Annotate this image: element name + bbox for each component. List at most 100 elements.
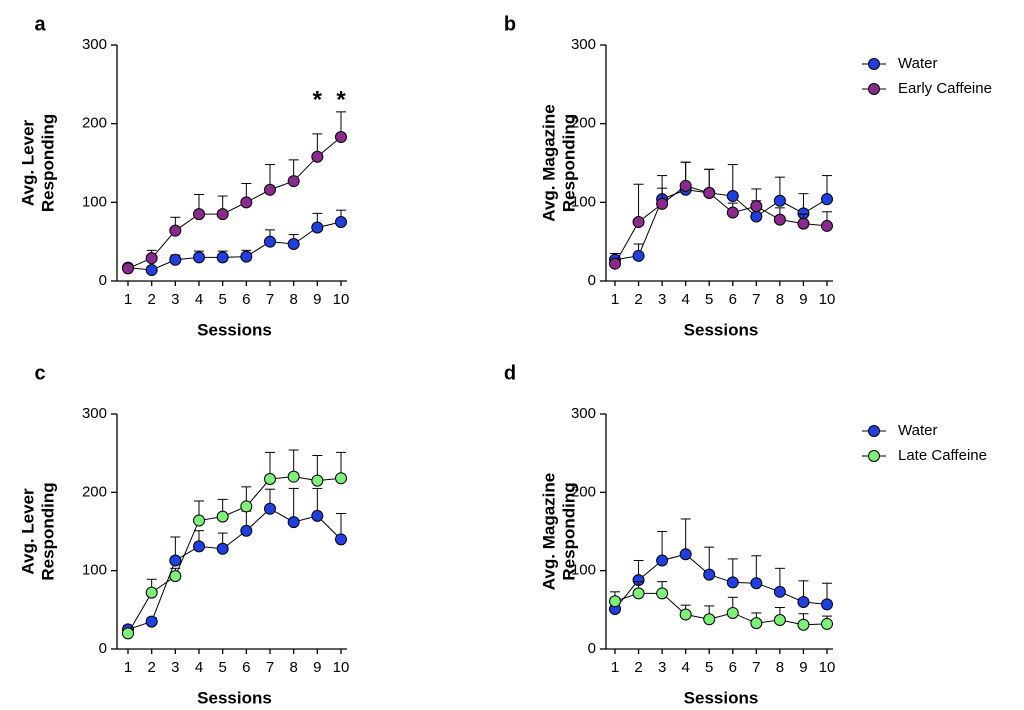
x-tick-label: 4: [681, 291, 689, 308]
x-tick-label: 9: [313, 659, 321, 676]
data-point: [679, 608, 692, 621]
data-point: [797, 217, 810, 230]
data-point: [264, 183, 276, 196]
panel-letter: b: [504, 13, 516, 35]
data-point: [240, 196, 253, 209]
y-axis-title-line: Responding: [559, 114, 578, 212]
data-point: [287, 175, 300, 188]
data-point: [703, 568, 716, 581]
x-tick-label: 7: [752, 659, 760, 676]
legend-label: Late Caffeine: [898, 447, 987, 464]
x-tick-label: 9: [313, 291, 321, 308]
series-late-caffeine: [609, 581, 833, 631]
data-point: [145, 586, 158, 599]
y-tick-label: 0: [99, 272, 107, 289]
data-point: [726, 606, 739, 619]
panel-d: d 0 100 200 300 1 2 3 4 5 6 7 8 9 10 Sessions Avg. Magaz…: [504, 362, 987, 707]
y-axis-title-line: Avg. Magazine: [539, 473, 558, 590]
y-tick-label: 300: [571, 405, 596, 422]
x-tick-label: 8: [776, 291, 784, 308]
x-tick-label: 8: [289, 659, 297, 676]
data-point: [193, 514, 205, 527]
x-axis-title: Sessions: [684, 688, 759, 707]
data-point: [240, 250, 253, 263]
x-tick-label: 1: [124, 659, 132, 676]
data-point: [122, 627, 134, 640]
x-axis-title: Sessions: [197, 688, 272, 707]
legend-label: Water: [898, 55, 937, 72]
y-tick-label: 0: [588, 640, 596, 657]
data-point: [122, 262, 134, 275]
data-point: [216, 251, 229, 264]
x-axis-title: Sessions: [684, 320, 759, 339]
data-point: [264, 473, 276, 486]
data-point: [169, 253, 182, 266]
data-point: [216, 542, 229, 555]
y-tick-label: 100: [571, 193, 596, 210]
data-point: [169, 554, 182, 567]
legend-marker: [868, 450, 880, 462]
data-point: [821, 617, 833, 630]
x-tick-label: 3: [658, 291, 666, 308]
series-line: [127, 508, 342, 630]
x-tick-label: 10: [819, 659, 836, 676]
data-point: [632, 216, 645, 228]
x-tick-label: 5: [705, 291, 713, 308]
series-line: [614, 553, 828, 610]
panel-letter: a: [34, 13, 46, 35]
legend: Water Late Caffeine: [862, 422, 987, 464]
series-water: [122, 209, 347, 276]
data-point: [703, 613, 716, 626]
data-point: [216, 510, 229, 523]
data-point: [703, 186, 716, 199]
panel-letter: c: [34, 362, 45, 384]
data-point: [750, 210, 763, 223]
data-point: [311, 474, 324, 487]
data-point: [145, 263, 158, 276]
x-tick-label: 4: [195, 659, 203, 676]
x-tick-label: 5: [218, 659, 226, 676]
x-tick-label: 10: [333, 659, 350, 676]
data-point: [311, 150, 324, 163]
y-tick-label: 300: [82, 36, 107, 53]
data-point: [679, 548, 692, 561]
data-point: [726, 206, 739, 219]
data-point: [193, 540, 205, 553]
panel-letter: d: [504, 362, 516, 384]
y-tick-label: 300: [571, 36, 596, 53]
data-point: [311, 221, 324, 234]
y-tick-label: 0: [588, 272, 596, 289]
x-tick-label: 8: [289, 291, 297, 308]
x-tick-label: 3: [171, 291, 179, 308]
x-tick-label: 3: [658, 659, 666, 676]
data-point: [145, 615, 158, 628]
data-point: [287, 470, 300, 483]
legend-label: Early Caffeine: [898, 80, 992, 97]
data-point: [726, 190, 739, 203]
data-point: [773, 614, 786, 627]
y-tick-label: 100: [571, 562, 596, 579]
data-point: [264, 235, 276, 248]
data-point: [240, 524, 253, 537]
series-line: [127, 221, 342, 271]
series-line: [127, 136, 342, 269]
y-axis-title-line: Avg. Lever: [18, 119, 37, 206]
y-axis-title-line: Responding: [38, 114, 57, 212]
series-water: [609, 518, 833, 616]
data-point: [335, 533, 347, 546]
series-early-caffeine: [609, 161, 833, 270]
data-point: [216, 208, 229, 221]
y-tick-label: 0: [99, 640, 107, 657]
data-point: [679, 179, 692, 192]
y-axis-title-line: Avg. Magazine: [539, 104, 558, 221]
x-tick-label: 9: [799, 291, 807, 308]
data-point: [773, 213, 786, 226]
panel-c: c 0 100 200 300 1 2 3 4 5 6 7 8 9 10 Sessions Avg. Lever…: [18, 362, 349, 707]
x-tick-label: 5: [218, 291, 226, 308]
x-tick-label: 4: [681, 659, 689, 676]
series-early-caffeine: [122, 111, 347, 275]
x-tick-label: 7: [266, 659, 274, 676]
series-water: [122, 487, 347, 636]
legend-marker: [868, 58, 880, 70]
